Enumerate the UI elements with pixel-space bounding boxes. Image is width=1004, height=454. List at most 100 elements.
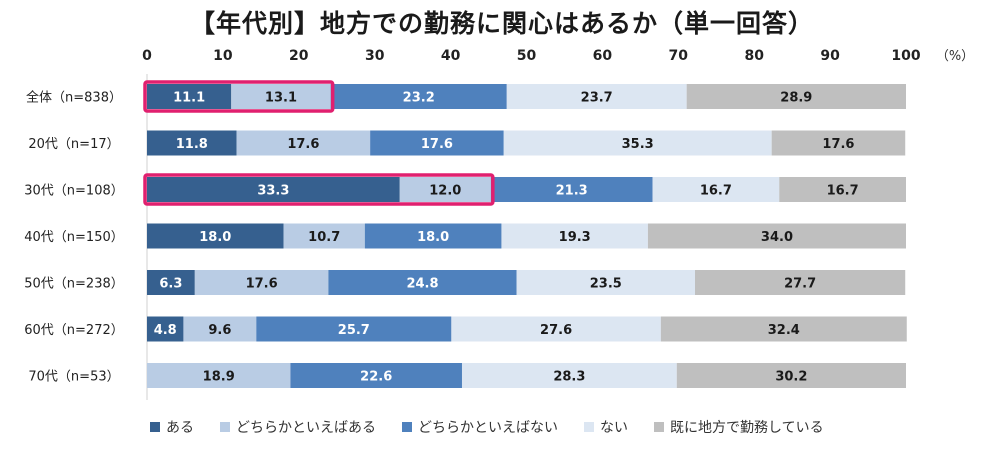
bar-segment [660,316,907,342]
data-label: 16.7 [827,184,859,199]
legend-item: どちらかといえばない [402,417,558,437]
bar-segment [194,270,329,295]
legend-label: 既に地方で勤務している [670,420,824,436]
legend-label: ない [600,420,628,436]
bar-segment [256,316,452,342]
x-unit-label: （%） [936,49,974,64]
bar-segment [147,130,237,156]
x-tick-label: 70 [669,48,689,64]
data-label: 4.8 [154,323,177,338]
data-label: 25.7 [338,323,370,338]
x-tick-label: 30 [365,48,385,64]
bar-segment [652,177,780,202]
x-tick-label: 50 [517,48,537,64]
bar-segment [771,130,906,156]
legend-label: どちらかといえばある [236,420,376,436]
data-label: 17.6 [421,137,453,152]
x-tick-label: 90 [820,48,840,64]
bar-segment [328,270,517,295]
legend-label: ある [166,420,194,436]
legend: ある どちらかといえばある どちらかといえばない ない 既に地方で勤務している [150,416,824,438]
data-label: 23.5 [590,277,622,292]
legend-swatch [150,422,160,432]
chart-title: 【年代別】地方での勤務に関心はあるか（単一回答） [189,9,814,38]
highlight-box [143,80,335,113]
legend-swatch [402,422,412,432]
bar-segment [647,223,906,249]
data-label: 33.3 [257,184,289,199]
bar-segment [231,84,331,109]
x-tick-label: 60 [593,48,613,64]
data-label: 16.7 [700,184,732,199]
bar-segment [503,130,772,156]
data-label: 24.8 [406,277,438,292]
bar-segment [461,363,677,388]
data-label: 34.0 [761,230,793,245]
bar-segment [501,223,648,249]
bar-segment [236,130,371,156]
bar-segment [676,363,906,388]
data-label: 23.2 [403,91,435,106]
bar-segment [516,270,695,295]
data-label: 30.2 [775,370,807,385]
bar-segment [147,316,184,342]
data-label: 27.6 [540,323,572,338]
bar-segment [399,177,491,202]
x-tick-label: 10 [213,48,233,64]
x-tick-label: 20 [289,48,309,64]
category-label: 全体（n=838） [26,90,122,106]
bar-segment [147,177,400,202]
data-label: 21.3 [556,184,588,199]
bar-segment [694,270,906,295]
data-label: 9.6 [208,323,231,338]
legend-label: どちらかといえばない [418,420,558,436]
legend-item: どちらかといえばある [220,417,376,437]
highlight-box [143,173,495,206]
data-label: 17.6 [822,137,854,152]
data-label: 17.6 [246,277,278,292]
category-label: 20代（n=17） [28,137,119,152]
data-label: 10.7 [308,230,340,245]
category-label: 50代（n=238） [24,277,124,292]
data-label: 11.8 [176,137,208,152]
data-label: 12.0 [429,184,461,199]
data-label: 18.0 [417,230,449,245]
data-label: 18.0 [199,230,231,245]
data-label: 11.1 [173,91,205,106]
bar-segment [283,223,365,249]
category-label: 30代（n=108） [24,184,124,199]
bar-segment [364,223,502,249]
bar-segment [506,84,687,109]
bar-segment [330,84,507,109]
data-label: 19.3 [559,230,591,245]
data-label: 22.6 [360,370,392,385]
bar-segment [147,270,195,295]
bar-segment [183,316,257,342]
legend-item: 既に地方で勤務している [654,417,824,437]
x-tick-label: 0 [142,48,152,64]
bar-segment [490,177,653,202]
x-tick-label: 80 [744,48,764,64]
data-label: 35.3 [622,137,654,152]
bar-segment [290,363,462,388]
data-label: 27.7 [784,277,816,292]
category-label: 70代（n=53） [28,370,119,385]
data-label: 13.1 [265,91,297,106]
legend-swatch [584,422,594,432]
data-label: 28.3 [553,370,585,385]
data-label: 28.9 [780,91,812,106]
bar-segment [686,84,906,109]
bar-segment [147,223,284,249]
category-label: 60代（n=272） [24,323,124,338]
data-label: 23.7 [581,91,613,106]
legend-item: ある [150,417,194,437]
legend-swatch [654,422,664,432]
data-label: 32.4 [768,323,800,338]
x-tick-label: 40 [441,48,461,64]
bar-segment [451,316,661,342]
bar-segment [147,363,291,388]
data-label: 17.6 [287,137,319,152]
legend-item: ない [584,417,628,437]
bar-segment [147,84,232,109]
